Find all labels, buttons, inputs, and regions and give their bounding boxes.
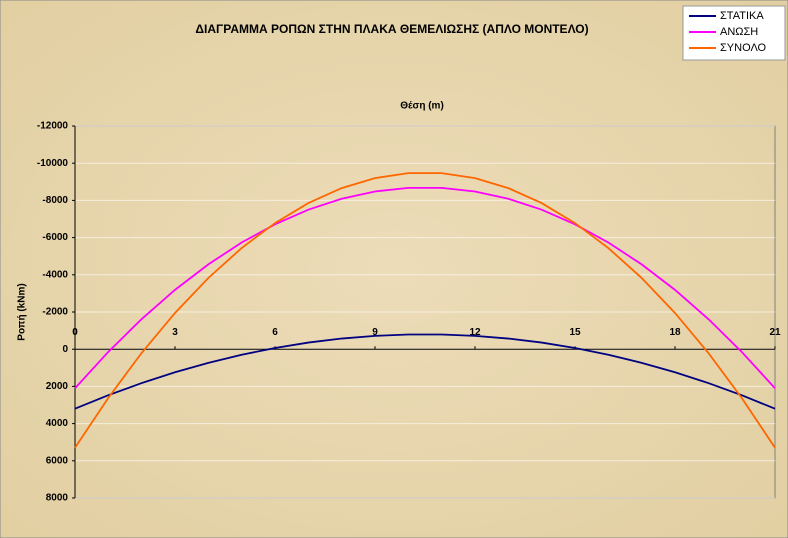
x-tick-label: 18	[669, 327, 681, 338]
y-tick-label: 6000	[46, 455, 69, 466]
x-axis-title: Θέση (m)	[400, 101, 444, 112]
y-tick-label: -10000	[37, 158, 69, 169]
y-tick-label: 2000	[46, 381, 69, 392]
x-tick-label: 6	[272, 327, 278, 338]
legend-label: ΣΥΝΟΛΟ	[720, 42, 767, 54]
x-tick-label: 9	[372, 327, 378, 338]
x-tick-label: 12	[469, 327, 481, 338]
y-axis-title: Ροπή (kNm)	[17, 283, 28, 340]
series-line	[74, 333, 776, 410]
x-tick-label: 15	[569, 327, 581, 338]
x-tick-label: 21	[769, 327, 781, 338]
legend-label: ΑΝΩΣΗ	[720, 26, 758, 38]
series-line	[74, 172, 776, 449]
x-tick-label: 3	[172, 327, 178, 338]
y-tick-label: -12000	[37, 121, 69, 132]
y-tick-label: 0	[62, 344, 68, 355]
chart-title: ΔΙΑΓΡΑΜΜΑ ΡΟΠΩΝ ΣΤΗΝ ΠΛΑΚΑ ΘΕΜΕΛΙΩΣΗΣ (Α…	[195, 22, 588, 36]
x-tick-label: 0	[72, 327, 78, 338]
series-line	[74, 186, 776, 389]
y-tick-label: -6000	[42, 232, 68, 243]
y-tick-label: -8000	[42, 195, 68, 206]
legend-label: ΣΤΑΤΙΚΑ	[720, 10, 764, 22]
y-tick-label: 8000	[46, 493, 69, 504]
y-tick-label: -2000	[42, 307, 68, 318]
y-tick-label: 4000	[46, 418, 69, 429]
y-tick-label: -4000	[42, 269, 68, 280]
